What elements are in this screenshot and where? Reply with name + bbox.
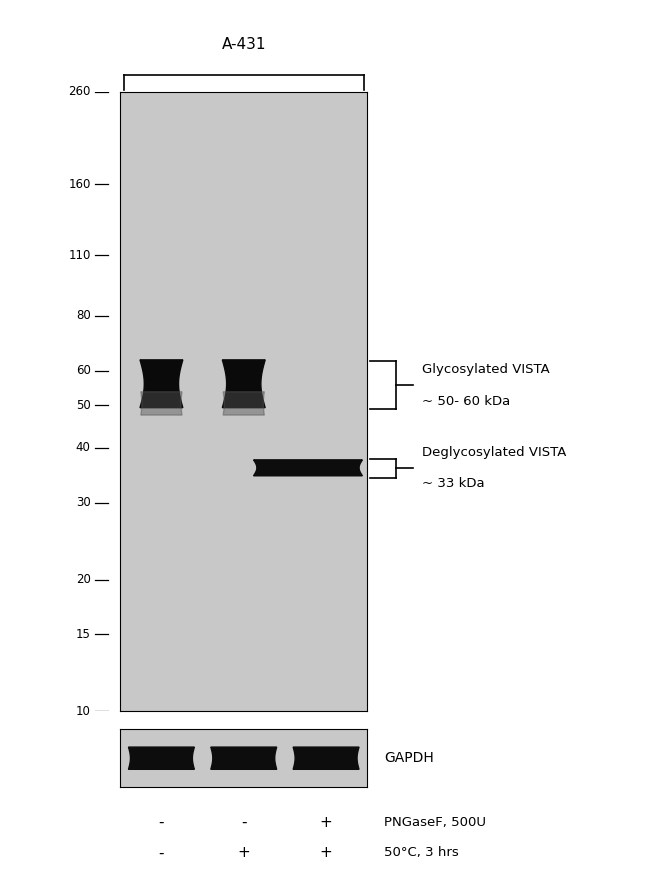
Polygon shape bbox=[293, 747, 359, 769]
Text: 110: 110 bbox=[68, 249, 90, 262]
Text: A-431: A-431 bbox=[222, 37, 266, 52]
Text: +: + bbox=[320, 815, 332, 830]
Text: 15: 15 bbox=[76, 628, 90, 641]
Text: 260: 260 bbox=[68, 86, 90, 98]
Polygon shape bbox=[223, 392, 265, 415]
Text: Deglycosylated VISTA: Deglycosylated VISTA bbox=[422, 446, 566, 458]
Text: 40: 40 bbox=[76, 441, 90, 454]
Polygon shape bbox=[211, 747, 277, 769]
Text: 30: 30 bbox=[76, 496, 90, 509]
Text: 20: 20 bbox=[76, 574, 90, 586]
Text: 50: 50 bbox=[76, 399, 90, 412]
Text: ~ 50- 60 kDa: ~ 50- 60 kDa bbox=[422, 395, 510, 408]
Text: +: + bbox=[320, 845, 332, 861]
Text: 80: 80 bbox=[76, 309, 90, 322]
Polygon shape bbox=[254, 460, 362, 476]
Text: 10: 10 bbox=[76, 705, 90, 718]
Polygon shape bbox=[140, 360, 183, 408]
Text: PNGaseF, 500U: PNGaseF, 500U bbox=[384, 816, 486, 828]
Polygon shape bbox=[129, 747, 194, 769]
Text: -: - bbox=[159, 845, 164, 861]
Text: -: - bbox=[241, 815, 246, 830]
Text: -: - bbox=[159, 815, 164, 830]
Polygon shape bbox=[254, 460, 362, 476]
Text: GAPDH: GAPDH bbox=[384, 751, 434, 766]
Text: 60: 60 bbox=[76, 364, 90, 377]
Polygon shape bbox=[222, 360, 265, 408]
Polygon shape bbox=[141, 392, 182, 415]
Text: Glycosylated VISTA: Glycosylated VISTA bbox=[422, 363, 549, 376]
Text: +: + bbox=[237, 845, 250, 861]
Text: ~ 33 kDa: ~ 33 kDa bbox=[422, 478, 484, 491]
Text: 160: 160 bbox=[68, 177, 90, 190]
Text: 50°C, 3 hrs: 50°C, 3 hrs bbox=[384, 847, 458, 859]
